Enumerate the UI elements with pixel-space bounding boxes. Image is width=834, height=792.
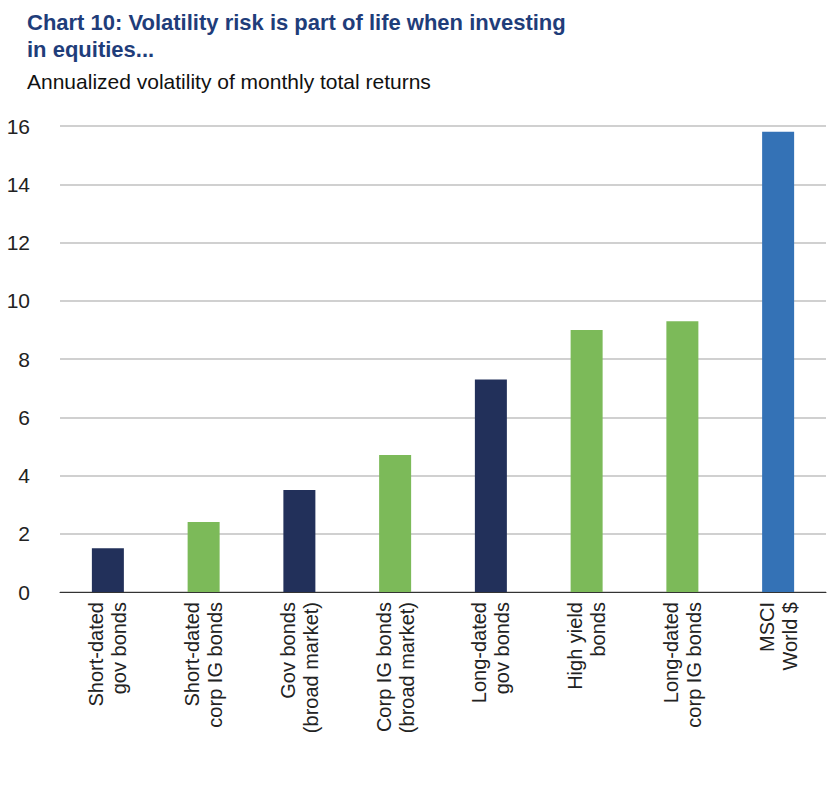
svg-text:Corp IG bonds: Corp IG bonds [373, 602, 395, 732]
svg-text:4: 4 [18, 464, 30, 487]
svg-text:16: 16 [7, 115, 30, 138]
svg-text:gov bonds: gov bonds [108, 602, 130, 694]
svg-text:10: 10 [7, 289, 30, 312]
svg-text:corp IG bonds: corp IG bonds [683, 602, 705, 728]
svg-text:Short-dated: Short-dated [85, 602, 107, 707]
svg-text:Chart 10: Volatility risk is p: Chart 10: Volatility risk is part of lif… [27, 10, 566, 35]
svg-text:12: 12 [7, 231, 30, 254]
svg-text:0: 0 [18, 581, 30, 604]
svg-text:in equities...: in equities... [27, 37, 154, 62]
svg-text:14: 14 [7, 173, 31, 196]
svg-text:MSCI: MSCI [756, 602, 778, 652]
svg-text:2: 2 [18, 522, 30, 545]
svg-text:6: 6 [18, 406, 30, 429]
svg-text:corp IG bonds: corp IG bonds [204, 602, 226, 728]
svg-text:Short-dated: Short-dated [181, 602, 203, 707]
svg-text:Long-dated: Long-dated [468, 602, 490, 703]
svg-text:8: 8 [18, 348, 30, 371]
svg-text:(broad market): (broad market) [396, 602, 418, 733]
svg-text:Long-dated: Long-dated [660, 602, 682, 703]
svg-text:World $: World $ [779, 602, 801, 671]
svg-text:gov bonds: gov bonds [491, 602, 513, 694]
svg-text:(broad market): (broad market) [300, 602, 322, 733]
svg-text:Annualized volatility of month: Annualized volatility of monthly total r… [27, 70, 431, 93]
svg-text:High yield: High yield [564, 602, 586, 690]
svg-text:bonds: bonds [587, 602, 609, 657]
svg-text:Gov bonds: Gov bonds [277, 602, 299, 699]
